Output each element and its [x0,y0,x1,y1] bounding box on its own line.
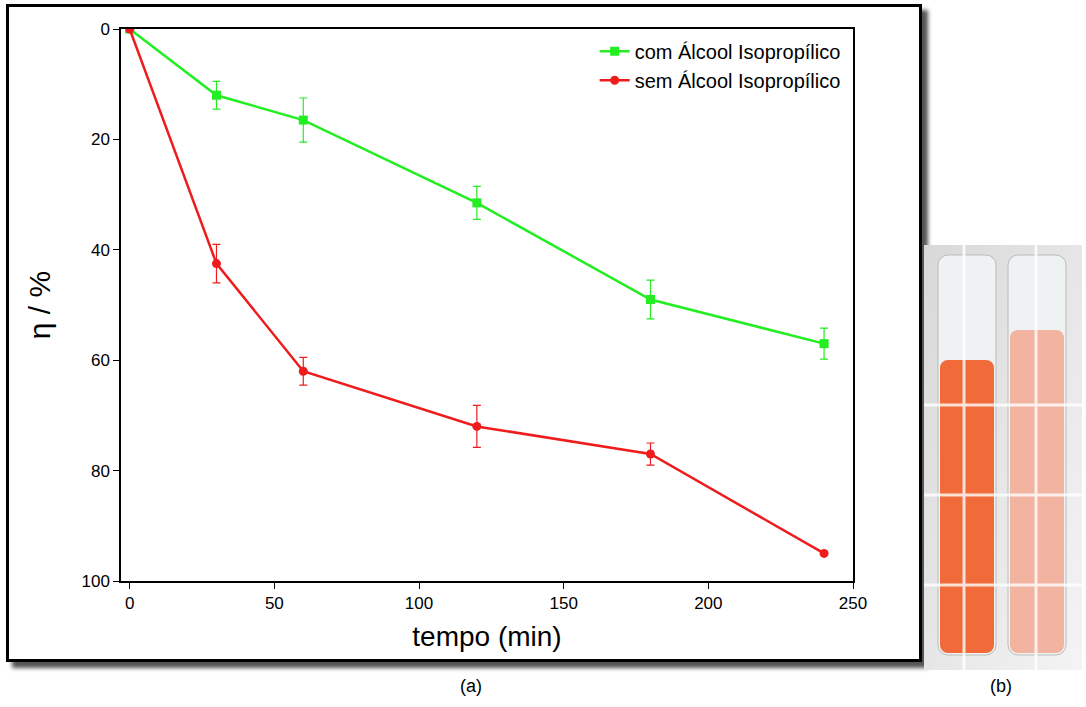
svg-text:0: 0 [100,20,109,39]
svg-text:250: 250 [839,594,867,613]
svg-text:tempo (min): tempo (min) [412,621,561,652]
svg-text:200: 200 [694,594,722,613]
svg-text:0: 0 [125,594,134,613]
svg-text:150: 150 [549,594,577,613]
svg-text:80: 80 [91,462,110,481]
html-text:(b): (b) [990,676,1012,696]
svg-text:sem Álcool Isopropílico: sem Álcool Isopropílico [635,70,841,92]
svg-text:com Álcool Isopropílico: com Álcool Isopropílico [635,41,841,63]
svg-text:100: 100 [81,572,109,591]
svg-text:60: 60 [91,351,110,370]
svg-text:20: 20 [91,130,110,149]
svg-text:50: 50 [265,594,284,613]
svg-text:η / %: η / % [23,271,56,339]
svg-text:40: 40 [91,241,110,260]
svg-text:100: 100 [405,594,433,613]
html-text:(a): (a) [460,676,482,696]
